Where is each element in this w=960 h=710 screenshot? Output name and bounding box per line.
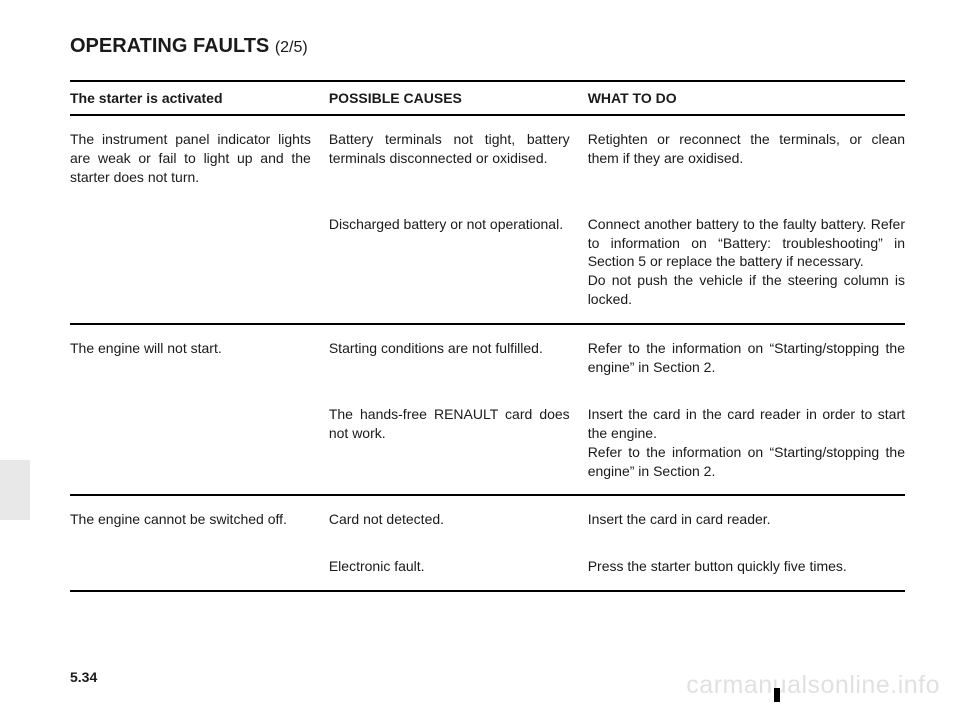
table-header-row: The starter is activated POSSIBLE CAUSES… (70, 81, 905, 115)
cell-action: Connect another battery to the faulty ba… (588, 201, 905, 323)
page-number: 5.34 (70, 669, 97, 685)
table-row: Electronic fault. Press the starter butt… (70, 543, 905, 590)
header-col1: The starter is activated (70, 81, 329, 115)
cell-symptom (70, 201, 329, 323)
cell-cause: Electronic fault. (329, 543, 588, 590)
cell-cause: Starting conditions are not fulfilled. (329, 324, 588, 391)
cell-symptom: The engine cannot be switched off. (70, 495, 329, 543)
cell-symptom: The engine will not start. (70, 324, 329, 391)
cell-action: Retighten or reconnect the terminals, or… (588, 115, 905, 201)
cell-action: Refer to the information on “Starting/st… (588, 324, 905, 391)
table-row: The hands-free RENAULT card does not wor… (70, 391, 905, 495)
cell-cause: Battery terminals not tight, battery ter… (329, 115, 588, 201)
cell-symptom (70, 543, 329, 590)
cell-action: Press the starter button quickly five ti… (588, 543, 905, 590)
title-main: OPERATING FAULTS (70, 35, 275, 57)
faults-table: The starter is activated POSSIBLE CAUSES… (70, 80, 905, 592)
section-divider (70, 590, 905, 591)
cell-cause: The hands-free RENAULT card does not wor… (329, 391, 588, 495)
page-title: OPERATING FAULTS (2/5) (70, 35, 905, 58)
cell-symptom: The instrument panel indicator lights ar… (70, 115, 329, 201)
table-row: The instrument panel indicator lights ar… (70, 115, 905, 201)
cell-action: Insert the card in the card reader in or… (588, 391, 905, 495)
page-content: OPERATING FAULTS (2/5) The starter is ac… (0, 0, 960, 612)
cell-action: Insert the card in card reader. (588, 495, 905, 543)
table-row: The engine cannot be switched off. Card … (70, 495, 905, 543)
cell-symptom (70, 391, 329, 495)
cell-cause: Card not detected. (329, 495, 588, 543)
header-col2: POSSIBLE CAUSES (329, 81, 588, 115)
side-tab (0, 460, 30, 520)
watermark-text: carmanualsonline.info (686, 671, 940, 700)
cell-cause: Discharged battery or not operational. (329, 201, 588, 323)
table-row: The engine will not start. Starting cond… (70, 324, 905, 391)
header-col3: WHAT TO DO (588, 81, 905, 115)
table-row: Discharged battery or not operational. C… (70, 201, 905, 323)
title-sub: (2/5) (275, 39, 308, 56)
